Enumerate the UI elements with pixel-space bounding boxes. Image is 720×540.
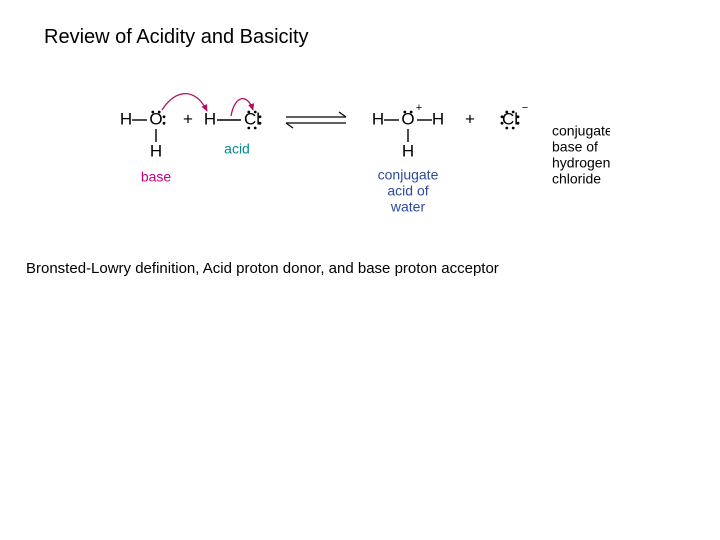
svg-text:O: O — [149, 109, 162, 128]
svg-text:Cl: Cl — [244, 109, 260, 128]
svg-text:H: H — [432, 109, 444, 128]
svg-text:hydrogen: hydrogen — [552, 155, 610, 171]
svg-text:+: + — [465, 109, 475, 128]
page-title: Review of Acidity and Basicity — [44, 26, 309, 49]
svg-text:conjugate: conjugate — [378, 167, 439, 183]
svg-text:H: H — [372, 109, 384, 128]
svg-text:H: H — [402, 141, 414, 160]
svg-text:Cl: Cl — [502, 109, 518, 128]
svg-text:base: base — [141, 169, 172, 185]
svg-text:H: H — [204, 109, 216, 128]
svg-text:O: O — [401, 109, 414, 128]
svg-text:+: + — [183, 109, 193, 128]
svg-text:H: H — [150, 141, 162, 160]
reaction-diagram: HOHbase+HClacidHOHH+conjugateacid ofwate… — [110, 80, 610, 230]
svg-text:chloride: chloride — [552, 171, 601, 187]
svg-text:acid: acid — [224, 141, 250, 157]
svg-text:base of: base of — [552, 139, 598, 155]
svg-text:+: + — [416, 102, 422, 114]
caption-text: Bronsted-Lowry definition, Acid proton d… — [26, 260, 499, 277]
svg-text:H: H — [120, 109, 132, 128]
svg-text:−: − — [522, 102, 528, 114]
svg-text:conjugate: conjugate — [552, 123, 610, 139]
svg-text:water: water — [390, 199, 426, 215]
svg-text:acid of: acid of — [387, 183, 428, 199]
